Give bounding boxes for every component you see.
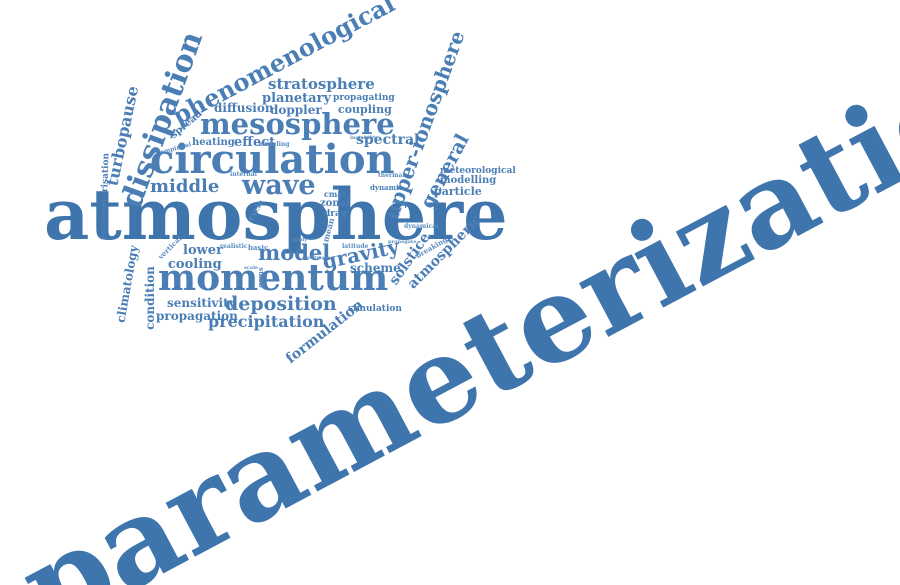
word-particle: particle bbox=[434, 185, 482, 198]
word-lower: lower bbox=[183, 243, 223, 258]
word-cooling: cooling bbox=[168, 257, 222, 272]
word-internal: internal bbox=[230, 171, 257, 178]
word-condition: condition bbox=[142, 266, 157, 330]
word-spectral: spectral bbox=[356, 132, 420, 148]
word-model: model bbox=[258, 240, 331, 265]
word-latitude: latitude bbox=[342, 243, 369, 250]
word-coupling: coupling bbox=[338, 103, 392, 116]
word-estimate: estimate bbox=[306, 255, 331, 261]
word-climatology: climatology bbox=[113, 244, 141, 324]
word-wave: wave bbox=[242, 170, 316, 201]
word-zonal: zonal bbox=[320, 198, 350, 209]
word-middle: middle bbox=[150, 176, 220, 197]
word-modeling: modeling bbox=[258, 141, 290, 148]
word-modelling: modelling bbox=[440, 175, 497, 186]
word-heating: heating bbox=[192, 137, 235, 148]
word-diffusion: diffusion bbox=[214, 101, 274, 115]
word-momentum: momentum bbox=[158, 257, 389, 299]
word-dynamical: dynamical bbox=[404, 223, 439, 230]
word-instability: instability bbox=[350, 135, 379, 141]
word-propagation: propagation bbox=[156, 309, 238, 323]
word-mesosphere: mesosphere bbox=[200, 107, 395, 141]
word-propagating: propagating bbox=[333, 93, 395, 103]
word-circulation: circulation bbox=[150, 136, 395, 183]
word-doppler: doppler bbox=[270, 103, 322, 117]
word-stratosphere: stratosphere bbox=[268, 75, 375, 93]
word-sensitivity: sensitivity bbox=[167, 296, 236, 310]
word-meteorological: meteorological bbox=[440, 166, 516, 176]
word-basic: basic bbox=[248, 243, 269, 252]
word-drag: drag bbox=[324, 209, 348, 219]
word-atmosphere: atmosphere bbox=[44, 173, 508, 256]
word-scheme: scheme bbox=[350, 261, 401, 275]
word-scale: scale bbox=[244, 265, 259, 271]
word-precipitation: precipitation bbox=[208, 312, 325, 331]
word-cmat: cmat bbox=[324, 189, 347, 199]
word-effect: effect bbox=[234, 135, 276, 150]
word-propagate: propagate bbox=[388, 239, 417, 245]
word-planetary: planetary bbox=[262, 91, 332, 106]
word-study: study bbox=[292, 237, 308, 243]
word-simulation: simulation bbox=[348, 304, 402, 314]
word-deposition: deposition bbox=[225, 293, 337, 315]
word-thermal: thermal bbox=[378, 172, 405, 179]
word-dynamic: dynamic bbox=[370, 183, 403, 192]
word-realistic: realistic bbox=[220, 243, 248, 250]
